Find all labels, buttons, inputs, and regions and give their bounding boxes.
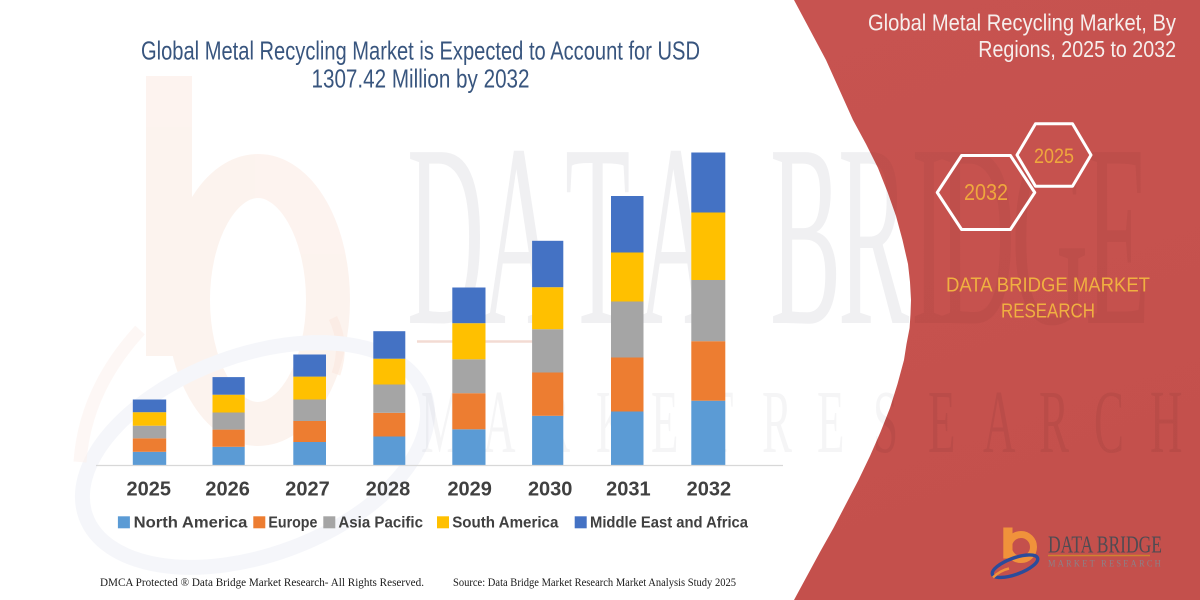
svg-text:Europe: Europe [268,515,317,532]
svg-text:2032: 2032 [964,179,1008,205]
svg-text:North America: North America [134,515,248,532]
svg-text:DATA BRIDGE MARKET: DATA BRIDGE MARKET [946,274,1150,297]
svg-text:Global Metal Recycling Market,: Global Metal Recycling Market, By [868,9,1176,35]
svg-text:Source: Data Bridge Market Res: Source: Data Bridge Market Research Mark… [453,577,736,589]
svg-text:RESEARCH: RESEARCH [1001,300,1095,323]
svg-text:South America: South America [452,515,558,532]
svg-text:2028: 2028 [366,479,411,501]
svg-text:Asia Pacific: Asia Pacific [338,515,423,532]
svg-text:2031: 2031 [606,479,651,501]
svg-text:2029: 2029 [447,479,492,501]
svg-text:DATA BRIDGE: DATA BRIDGE [1048,533,1162,559]
svg-text:2030: 2030 [528,479,573,501]
svg-text:Global Metal Recycling Market: Global Metal Recycling Market is Expecte… [141,36,700,66]
svg-text:2027: 2027 [285,479,330,501]
svg-text:1307.42 Million by 2032: 1307.42 Million by 2032 [312,63,530,93]
svg-text:2026: 2026 [205,479,250,501]
svg-text:2025: 2025 [127,479,172,501]
svg-text:2025: 2025 [1034,145,1074,168]
svg-text:2032: 2032 [687,479,732,501]
svg-text:Regions, 2025 to 2032: Regions, 2025 to 2032 [978,36,1176,62]
svg-text:MARKET RESEARCH: MARKET RESEARCH [1048,559,1163,569]
svg-text:Middle East and Africa: Middle East and Africa [590,515,748,532]
svg-text:DMCA Protected ® Data Bridge M: DMCA Protected ® Data Bridge Market Rese… [100,577,424,589]
